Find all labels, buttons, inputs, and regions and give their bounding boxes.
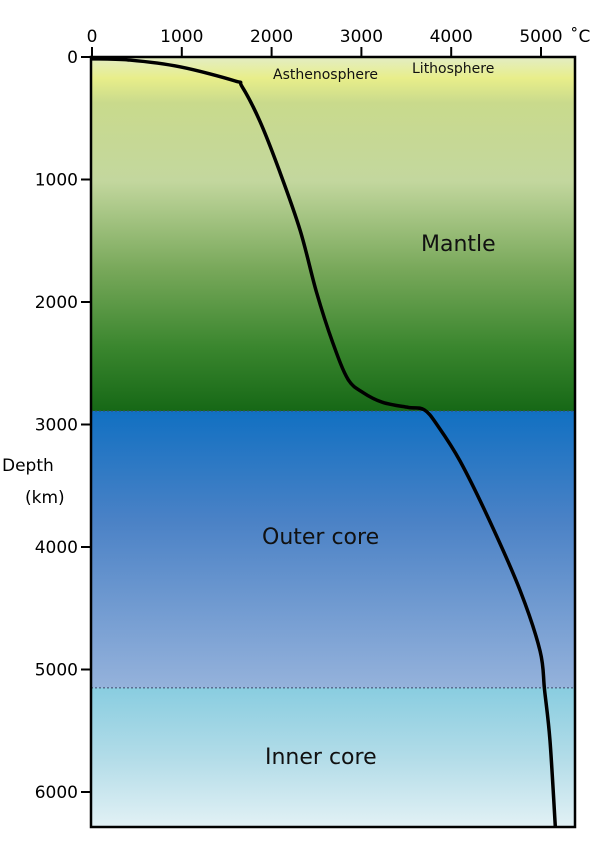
y-axis-title-line2: (km) bbox=[25, 488, 65, 508]
y-axis-title-line1: Depth bbox=[2, 456, 54, 476]
region-outer-core bbox=[91, 411, 575, 688]
region-inner-core bbox=[91, 687, 575, 827]
y-tick-label: 6000 bbox=[35, 783, 78, 803]
x-tick-label: 1000 bbox=[160, 27, 203, 47]
x-tick-label: 2000 bbox=[250, 27, 293, 47]
plot-frame bbox=[89, 55, 577, 829]
x-tick-label: 4000 bbox=[430, 27, 473, 47]
x-tick-label: 3000 bbox=[340, 27, 383, 47]
region-mantle bbox=[91, 57, 575, 412]
region-label-mantle: Mantle bbox=[421, 232, 496, 257]
y-tick-label: 4000 bbox=[35, 538, 78, 558]
y-tick-label: 5000 bbox=[35, 661, 78, 681]
x-tick-label: 5000 bbox=[519, 27, 562, 47]
region-label-inner-core: Inner core bbox=[265, 745, 377, 770]
x-axis: 0 1000 2000 3000 4000 5000 bbox=[87, 27, 563, 57]
x-unit-label: ˚C bbox=[570, 26, 590, 47]
region-label-lithosphere: Lithosphere bbox=[412, 61, 494, 77]
geotherm-line bbox=[91, 57, 558, 828]
x-tick-label: 0 bbox=[87, 27, 98, 47]
region-label-asthenosphere: Asthenosphere bbox=[273, 67, 378, 83]
y-tick-label: 1000 bbox=[35, 171, 78, 191]
region-label-outer-core: Outer core bbox=[262, 525, 379, 550]
earth-layers bbox=[91, 57, 575, 827]
layer-boundaries bbox=[91, 410, 575, 689]
y-tick-label: 2000 bbox=[35, 293, 78, 313]
y-tick-label: 3000 bbox=[35, 416, 78, 436]
y-tick-label: 0 bbox=[67, 48, 78, 68]
geotherm-curve bbox=[91, 57, 558, 828]
y-axis: 0 1000 2000 3000 4000 5000 6000 bbox=[35, 48, 91, 803]
